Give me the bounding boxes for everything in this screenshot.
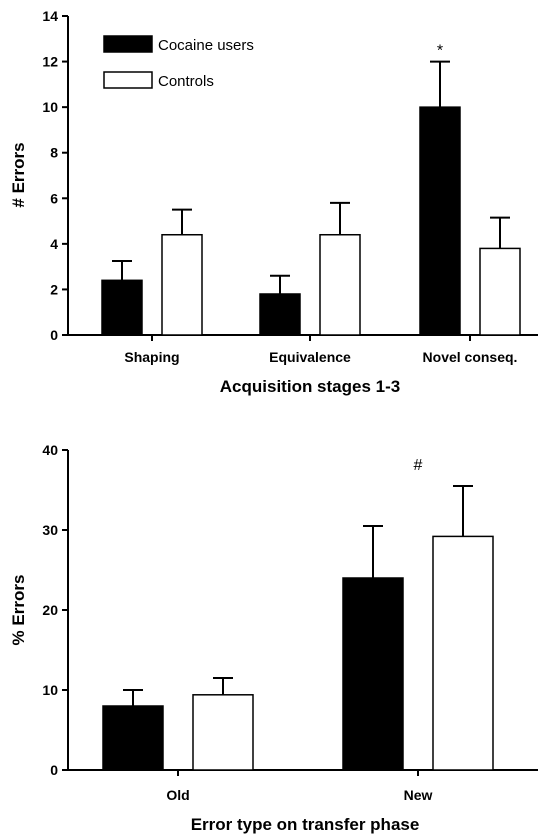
chart1-y-axis-title: # Errors: [9, 142, 28, 207]
legend-swatch-controls: [103, 71, 153, 89]
y-tick-label: 8: [50, 145, 58, 161]
bar-cocaine: [101, 279, 143, 336]
significance-marker: #: [414, 457, 423, 474]
chart-acquisition: * 0 2 4 6 8 10 12 14 Shaping Equivalence Novel co…: [9, 8, 538, 396]
significance-marker: *: [437, 43, 443, 60]
legend-label-controls: Controls: [158, 73, 214, 90]
chart-transfer: # 0 10 20 30 40 Old New % Errors Error type o…: [9, 442, 538, 834]
chart2-y-ticks: 0 10 20 30 40: [42, 442, 68, 778]
bar-cocaine: [419, 106, 461, 336]
chart1-category-labels: Shaping Equivalence Novel conseq.: [124, 335, 517, 365]
x-tick-label: Novel conseq.: [423, 349, 518, 365]
bar-controls: [161, 233, 203, 336]
y-tick-label: 10: [42, 99, 58, 115]
y-tick-label: 0: [50, 327, 58, 343]
x-tick-label: Shaping: [124, 349, 179, 365]
bar-cocaine: [259, 293, 301, 336]
chart2-x-axis-title: Error type on transfer phase: [191, 815, 420, 834]
y-tick-label: 0: [50, 762, 58, 778]
y-tick-label: 4: [50, 236, 58, 252]
y-tick-label: 20: [42, 602, 58, 618]
x-tick-label: Old: [166, 787, 189, 803]
y-tick-label: 30: [42, 522, 58, 538]
bar-cocaine: [102, 705, 164, 771]
chart2-category-labels: Old New: [166, 770, 432, 803]
chart1-y-ticks: 0 2 4 6 8 10 12 14: [42, 8, 68, 343]
chart1-x-axis-title: Acquisition stages 1-3: [220, 377, 400, 396]
chart1-legend: Cocaine users Controls: [103, 35, 254, 90]
chart1-bars: *: [101, 43, 521, 336]
y-tick-label: 6: [50, 190, 58, 206]
bar-controls: [432, 535, 494, 771]
y-tick-label: 14: [42, 8, 58, 24]
chart2-y-axis-title: % Errors: [9, 575, 28, 646]
x-tick-label: Equivalence: [269, 349, 351, 365]
legend-label-cocaine: Cocaine users: [158, 37, 254, 54]
y-tick-label: 2: [50, 281, 58, 297]
y-tick-label: 12: [42, 54, 58, 70]
bar-controls: [319, 233, 361, 336]
bar-controls: [479, 247, 521, 336]
chart2-bars: #: [102, 457, 494, 771]
bar-controls: [192, 694, 254, 771]
x-tick-label: New: [404, 787, 433, 803]
y-tick-label: 40: [42, 442, 58, 458]
y-tick-label: 10: [42, 682, 58, 698]
bar-cocaine: [342, 577, 404, 771]
legend-swatch-cocaine: [103, 35, 153, 53]
